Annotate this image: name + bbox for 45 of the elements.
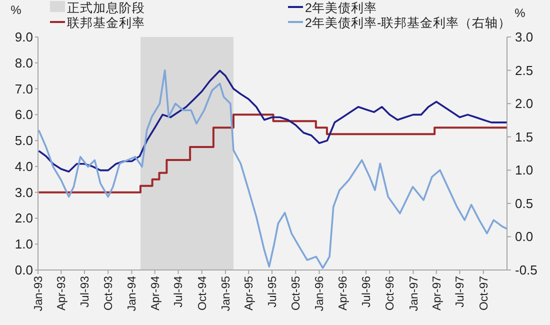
x-tick-label: Jul-97	[454, 276, 467, 308]
y2-tick-label: 0.5	[515, 196, 534, 211]
x-tick-label: Jul-94	[173, 275, 186, 308]
y2-tick-label: 0.0	[515, 229, 534, 244]
y-tick-label: 1.0	[14, 236, 33, 252]
x-tick-label: Oct-97	[478, 276, 490, 311]
y2-tick-label: 2.0	[515, 96, 534, 112]
y-tick-label: 3.0	[14, 184, 33, 200]
y2-tick-label: 2.5	[515, 62, 534, 78]
y2-axis-title: %	[514, 6, 526, 20]
legend-label: 2年美债利率	[305, 0, 377, 15]
x-tick-label: Jul-96	[360, 276, 373, 308]
x-tick-label: Apr-93	[56, 276, 68, 311]
x-tick-label: Jul-93	[79, 276, 92, 308]
x-tick-label: Jan-95	[220, 276, 232, 312]
y-tick-label: 5.0	[14, 133, 33, 148]
y-tick-label: 4.0	[14, 158, 33, 174]
x-tick-label: Jan-93	[33, 276, 45, 312]
x-tick-label: Apr-97	[431, 276, 444, 311]
x-tick-label: Apr-94	[150, 275, 162, 311]
y2-tick-label: 3.0	[515, 30, 534, 44]
line-series	[38, 70, 508, 173]
y-tick-label: 2.0	[14, 210, 33, 226]
y-tick-label: 0.0	[14, 262, 33, 278]
y-axis-title: %	[10, 3, 22, 17]
y-tick-label: 7.0	[14, 81, 33, 96]
y-tick-label: 8.0	[14, 55, 33, 70]
x-tick-label: Oct-96	[384, 276, 397, 311]
y-tick-label: 9.0	[14, 30, 33, 44]
x-tick-label: Apr-96	[338, 276, 350, 311]
legend-label: 联邦基金利率	[67, 15, 145, 30]
x-tick-label: Oct-95	[290, 276, 303, 311]
legend-label: 正式加息阶段	[67, 1, 145, 15]
x-tick-label: Jan-96	[314, 276, 326, 312]
x-tick-label: Apr-95	[244, 276, 256, 311]
legend-label: 2年美债利率-联邦基金利率（右轴）	[305, 15, 512, 30]
x-tick-label: Jan-94	[126, 275, 139, 312]
y2-tick-label: 1.5	[515, 129, 534, 144]
y2-tick-label: -0.5	[515, 262, 538, 278]
y-tick-label: 6.0	[14, 107, 33, 122]
y2-tick-label: 1.0	[515, 162, 534, 178]
x-tick-label: Jul-95	[266, 276, 279, 308]
x-tick-label: Jan-97	[408, 276, 420, 312]
x-tick-label: Oct-94	[196, 275, 209, 311]
x-tick-label: Oct-93	[103, 276, 116, 311]
